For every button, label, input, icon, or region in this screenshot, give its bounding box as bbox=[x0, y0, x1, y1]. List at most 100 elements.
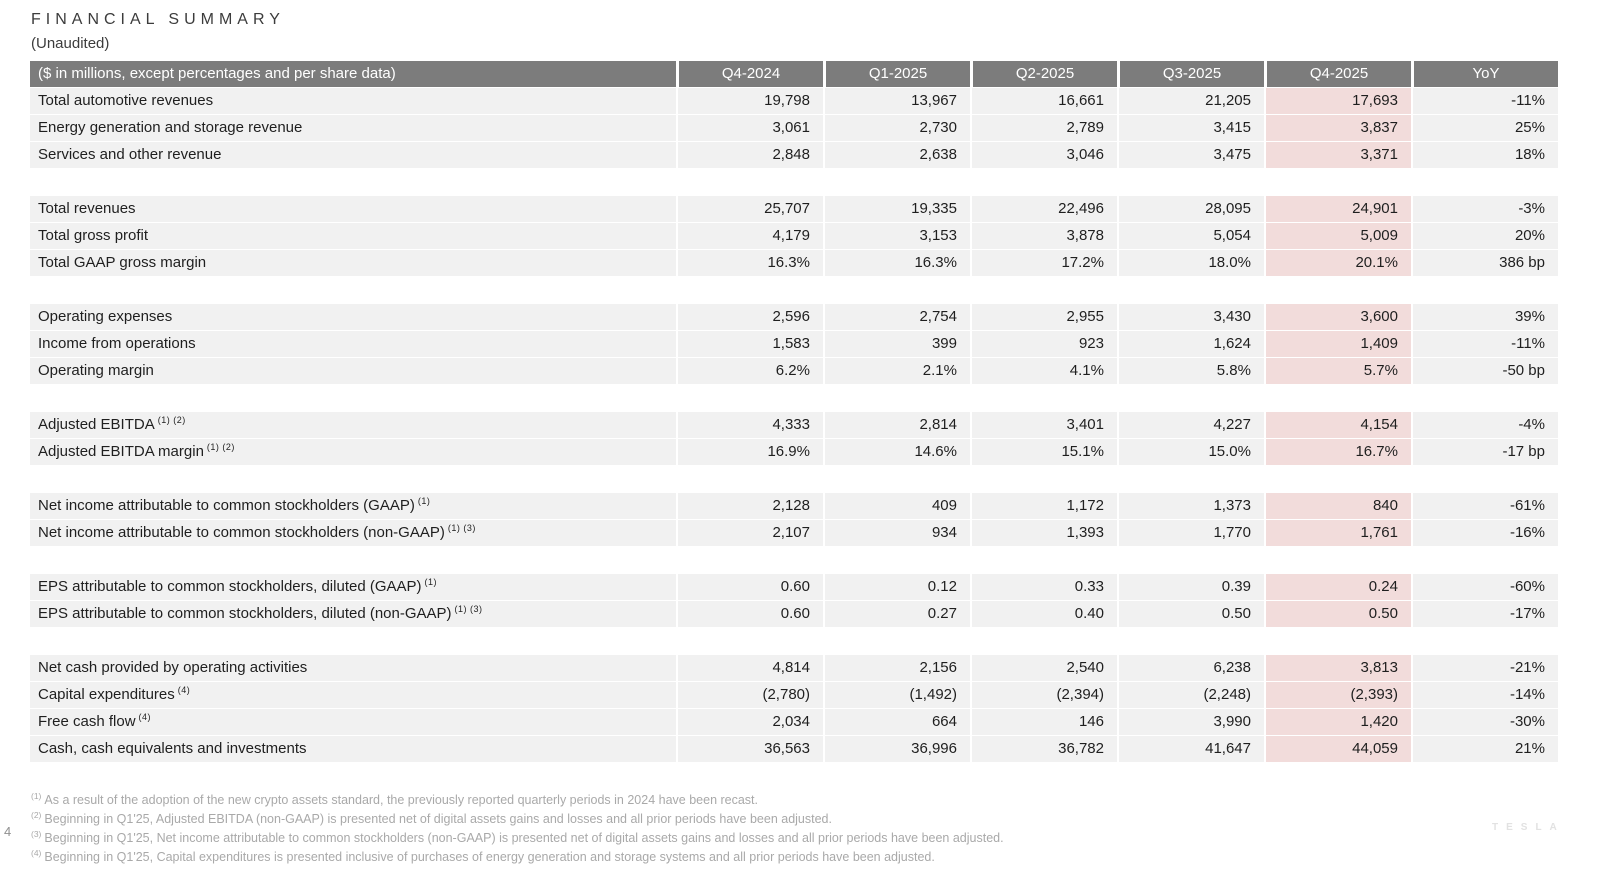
value-cell: -17% bbox=[1411, 601, 1558, 627]
value-cell: 0.40 bbox=[970, 601, 1117, 627]
value-cell: 21% bbox=[1411, 736, 1558, 762]
row-label: Income from operations bbox=[38, 335, 196, 352]
footnote-item: (1) As a result of the adoption of the ne… bbox=[31, 787, 1004, 807]
table-row: Total gross profit 4,179 3,153 3,878 5,054 5,… bbox=[30, 223, 1558, 249]
value-cell: 0.60 bbox=[676, 574, 823, 600]
value-cell: 0.24 bbox=[1264, 574, 1411, 600]
value-cell: -11% bbox=[1411, 331, 1558, 357]
value-cell: 3,813 bbox=[1264, 655, 1411, 681]
value-cell: 2,128 bbox=[676, 493, 823, 519]
table-row: Capital expenditures (4) (2,780) (1,492) (2… bbox=[30, 682, 1558, 708]
header-cell: Q1-2025 bbox=[823, 61, 970, 87]
value-cell: 16,661 bbox=[970, 88, 1117, 114]
table-row: Free cash flow (4) 2,034 664 146 3,990 1,420-… bbox=[30, 709, 1558, 735]
value-cell: -61% bbox=[1411, 493, 1558, 519]
value-cell: 4,227 bbox=[1117, 412, 1264, 438]
spacer-row bbox=[30, 385, 1558, 411]
value-cell: 21,205 bbox=[1117, 88, 1264, 114]
footnote-reference: (1) bbox=[414, 496, 431, 506]
value-cell: -30% bbox=[1411, 709, 1558, 735]
value-cell: 4,333 bbox=[676, 412, 823, 438]
footnote-reference: (4) bbox=[135, 712, 152, 722]
footnote-item: (4) Beginning in Q1'25, Capital expenditu… bbox=[31, 844, 1004, 864]
value-cell: (2,393) bbox=[1264, 682, 1411, 708]
table-row: Total revenues 25,707 19,335 22,496 28,095 24… bbox=[30, 196, 1558, 222]
row-label-cell: Total gross profit bbox=[30, 223, 676, 249]
value-cell: 36,996 bbox=[823, 736, 970, 762]
footnote-text: Beginning in Q1'25, Capital expenditures… bbox=[44, 850, 935, 864]
value-cell: 0.50 bbox=[1117, 601, 1264, 627]
footnote-item: (3) Beginning in Q1'25, Net income attrib… bbox=[31, 825, 1004, 845]
value-cell: 18.0% bbox=[1117, 250, 1264, 276]
value-cell: 2,540 bbox=[970, 655, 1117, 681]
value-cell: 399 bbox=[823, 331, 970, 357]
row-label-cell: Income from operations bbox=[30, 331, 676, 357]
value-cell: 24,901 bbox=[1264, 196, 1411, 222]
value-cell: 4,814 bbox=[676, 655, 823, 681]
table-header-row: ($ in millions, except percentages and p… bbox=[30, 61, 1558, 87]
footnote-item: (2) Beginning in Q1'25, Adjusted EBITDA (… bbox=[31, 806, 1004, 826]
value-cell: -4% bbox=[1411, 412, 1558, 438]
table-row: Operating expenses 2,596 2,754 2,955 3,430 3,… bbox=[30, 304, 1558, 330]
row-label: Total GAAP gross margin bbox=[38, 254, 207, 271]
row-label-cell: Net income attributable to common stockh… bbox=[30, 520, 676, 546]
spacer-row bbox=[30, 169, 1558, 195]
table-row: EPS attributable to common stockholders,… bbox=[30, 574, 1558, 600]
value-cell: 1,172 bbox=[970, 493, 1117, 519]
footnotes: (1) As a result of the adoption of the ne… bbox=[31, 787, 1004, 864]
value-cell: 2.1% bbox=[823, 358, 970, 384]
table-row: Total automotive revenues 19,798 13,967 16,… bbox=[30, 88, 1558, 114]
value-cell: (2,780) bbox=[676, 682, 823, 708]
value-cell: 6,238 bbox=[1117, 655, 1264, 681]
table-row: Operating margin 6.2% 2.1% 4.1% 5.8% 5.7% -50 … bbox=[30, 358, 1558, 384]
row-label: EPS attributable to common stockholders,… bbox=[38, 578, 422, 595]
value-cell: 36,782 bbox=[970, 736, 1117, 762]
table-row: Net income attributable to common stockh… bbox=[30, 493, 1558, 519]
value-cell: 409 bbox=[823, 493, 970, 519]
page-number: 4 bbox=[4, 824, 12, 839]
value-cell: -50 bp bbox=[1411, 358, 1558, 384]
row-label: Free cash flow bbox=[38, 713, 136, 730]
table-row: Total GAAP gross margin 16.3% 16.3% 17.2% 18… bbox=[30, 250, 1558, 276]
value-cell: 17,693 bbox=[1264, 88, 1411, 114]
value-cell: 17.2% bbox=[970, 250, 1117, 276]
row-label-cell: Adjusted EBITDA (1) (2) bbox=[30, 412, 676, 438]
value-cell: 0.27 bbox=[823, 601, 970, 627]
value-cell: 2,107 bbox=[676, 520, 823, 546]
table-row: Net cash provided by operating activitie… bbox=[30, 655, 1558, 681]
footnote-marker: (2) bbox=[31, 810, 42, 820]
value-cell: 16.3% bbox=[676, 250, 823, 276]
page-subtitle: (Unaudited) bbox=[31, 35, 110, 52]
value-cell: 3,430 bbox=[1117, 304, 1264, 330]
row-label-cell: Net income attributable to common stockh… bbox=[30, 493, 676, 519]
value-cell: 13,967 bbox=[823, 88, 970, 114]
value-cell: 923 bbox=[970, 331, 1117, 357]
value-cell: 0.12 bbox=[823, 574, 970, 600]
value-cell: 0.50 bbox=[1264, 601, 1411, 627]
value-cell: 41,647 bbox=[1117, 736, 1264, 762]
value-cell: (1,492) bbox=[823, 682, 970, 708]
value-cell: 0.39 bbox=[1117, 574, 1264, 600]
footnote-reference: (1) bbox=[421, 577, 438, 587]
row-label-cell: Services and other revenue bbox=[30, 142, 676, 168]
value-cell: 1,393 bbox=[970, 520, 1117, 546]
footnote-marker: (4) bbox=[31, 848, 42, 858]
value-cell: 2,814 bbox=[823, 412, 970, 438]
value-cell: 3,371 bbox=[1264, 142, 1411, 168]
table-row: Income from operations 1,583 399 923 1,624 1,… bbox=[30, 331, 1558, 357]
row-label: Operating margin bbox=[38, 362, 154, 379]
value-cell: (2,248) bbox=[1117, 682, 1264, 708]
tesla-watermark: TESLA bbox=[1492, 822, 1565, 833]
value-cell: 934 bbox=[823, 520, 970, 546]
value-cell: 3,061 bbox=[676, 115, 823, 141]
header-cell: YoY bbox=[1411, 61, 1558, 87]
footnote-reference: (4) bbox=[174, 685, 191, 695]
value-cell: 4,154 bbox=[1264, 412, 1411, 438]
row-label: Total automotive revenues bbox=[38, 92, 214, 109]
value-cell: 3,153 bbox=[823, 223, 970, 249]
row-label: Adjusted EBITDA margin bbox=[38, 443, 204, 460]
row-label-cell: Total GAAP gross margin bbox=[30, 250, 676, 276]
row-label-cell: EPS attributable to common stockholders,… bbox=[30, 574, 676, 600]
table-row: Adjusted EBITDA (1) (2) 4,333 2,814 3,401 4,… bbox=[30, 412, 1558, 438]
value-cell: 1,583 bbox=[676, 331, 823, 357]
